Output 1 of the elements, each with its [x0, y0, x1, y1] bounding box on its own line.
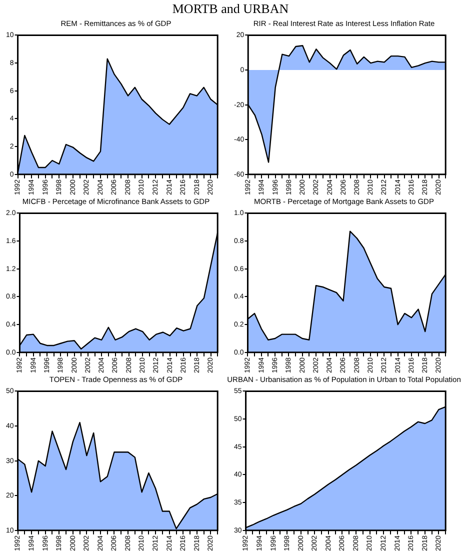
- text: MORTB and URBAN: [172, 1, 289, 16]
